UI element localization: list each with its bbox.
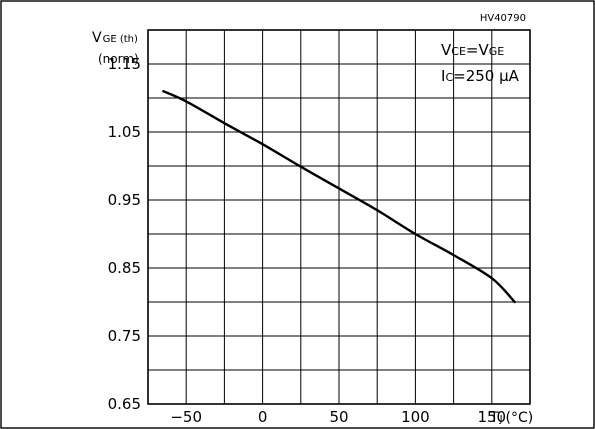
y-tick-label: 0.75 xyxy=(108,327,141,345)
y-axis-label-sub: GE (th) xyxy=(103,34,138,45)
x-tick-label: 150 xyxy=(477,408,506,426)
y-tick-label: 0.65 xyxy=(108,395,141,413)
y-axis-label-main: V xyxy=(92,30,102,46)
y-tick-label: 0.95 xyxy=(108,191,141,209)
plot-area xyxy=(147,29,531,405)
condition-1-eq: = xyxy=(466,41,479,59)
figure-code: HV40790 xyxy=(480,13,526,24)
legend-background xyxy=(492,31,529,63)
condition-1-a-sub: CE xyxy=(451,45,466,58)
x-axis-unit: (°C) xyxy=(506,410,534,426)
y-tick-label: 1.15 xyxy=(108,55,141,73)
condition-2-eq: = xyxy=(453,67,466,85)
condition-1-b: V xyxy=(478,41,489,59)
grid xyxy=(148,30,530,404)
condition-line-2: IC=250 µA xyxy=(441,67,520,85)
y-tick-label: 0.85 xyxy=(108,259,141,277)
x-tick-label: 100 xyxy=(401,408,430,426)
x-axis-label: TJ (°C) xyxy=(489,410,533,426)
y-tick-label: 1.05 xyxy=(108,123,141,141)
condition-1-b-sub: GE xyxy=(489,45,505,58)
tick-labels: −50 0 50 100 150 0.65 0.75 0.85 0.95 1.05 1.15 xyxy=(108,55,507,426)
condition-1-a: V xyxy=(441,41,452,59)
legend-box xyxy=(492,31,529,63)
y-axis-label: VGE (th) xyxy=(92,30,138,46)
x-axis-label-sub: J xyxy=(499,414,503,425)
condition-2-a-sub: C xyxy=(445,71,453,84)
condition-2-b: 250 µA xyxy=(466,67,520,85)
condition-line-1: VCE=VGE xyxy=(441,41,504,59)
x-axis-label-main: T xyxy=(489,410,499,426)
x-tick-label: 50 xyxy=(329,408,348,426)
y-axis-unit: (norm) xyxy=(98,52,139,66)
series-line xyxy=(162,90,516,304)
x-tick-label: 0 xyxy=(258,408,268,426)
condition-2-a: I xyxy=(441,67,445,85)
x-tick-label: −50 xyxy=(170,408,202,426)
